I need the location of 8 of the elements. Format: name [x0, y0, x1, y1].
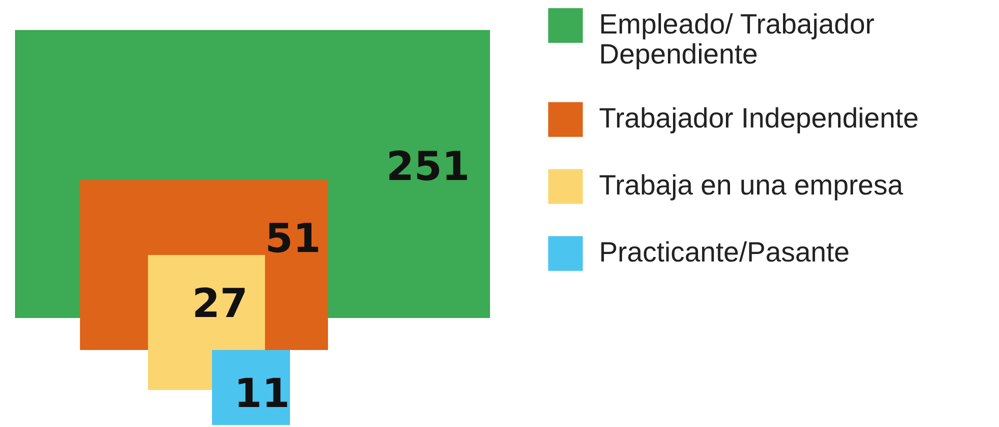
category-label: Empleado/ Trabajador Dependiente [599, 8, 875, 70]
data-label: 27 [192, 281, 248, 327]
data-label: 51 [265, 216, 321, 262]
category-label: Trabaja en una empresa [599, 170, 904, 200]
category-label: Practicante/Pasante [599, 236, 850, 268]
data-label: 251 [386, 144, 470, 190]
data-label: 11 [234, 371, 290, 417]
category-label: Trabajador Independiente [599, 102, 919, 134]
